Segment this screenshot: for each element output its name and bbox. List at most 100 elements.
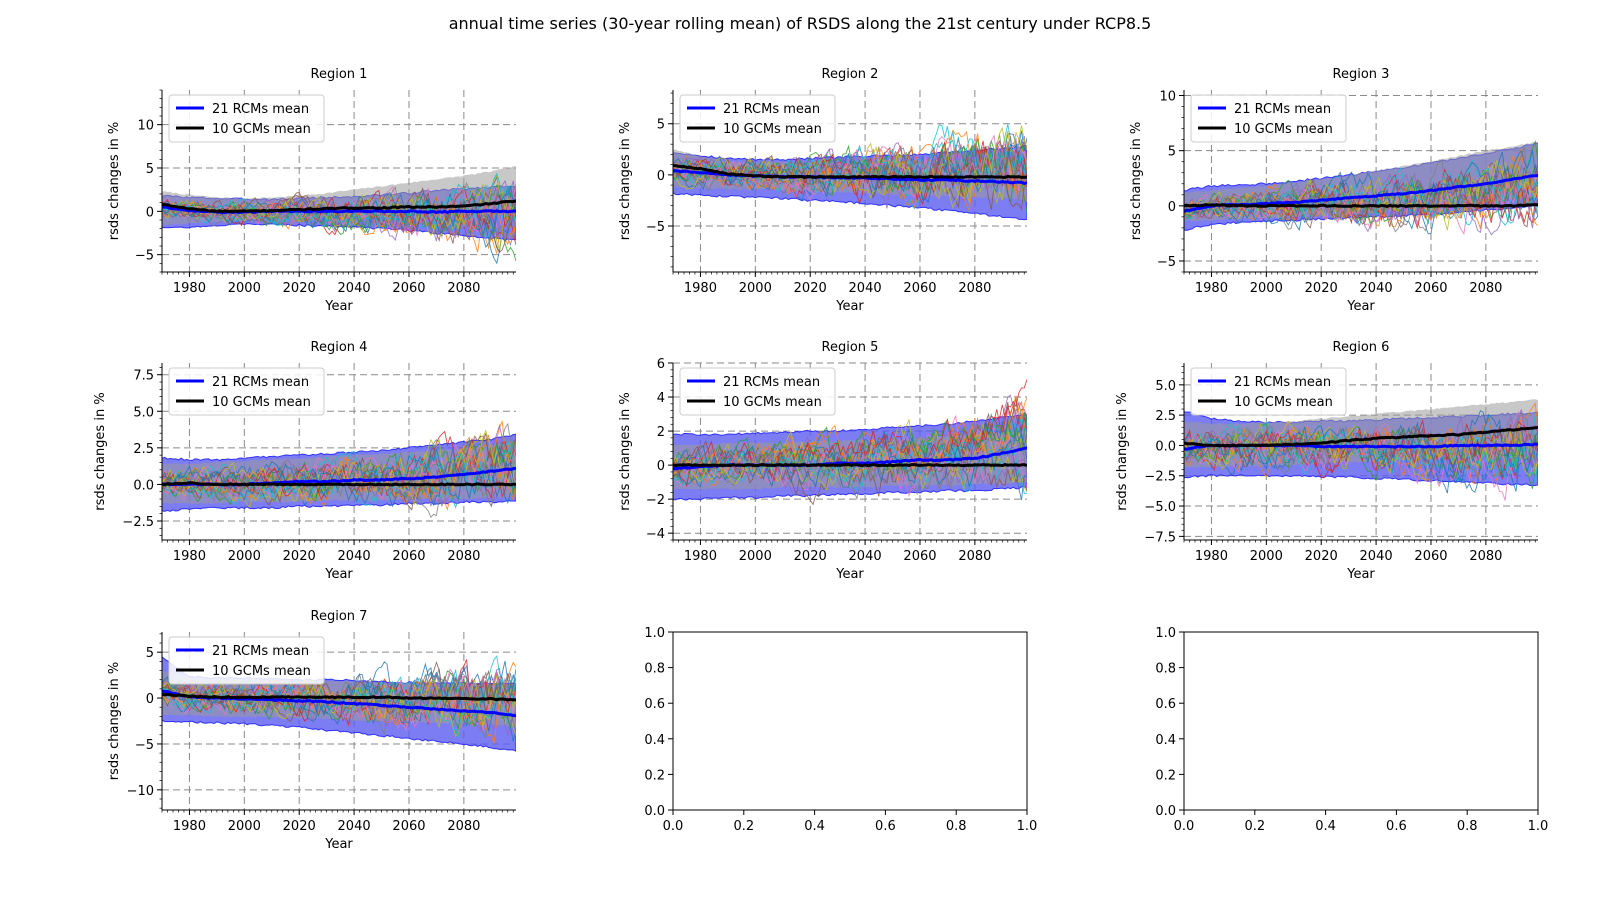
legend-rcm-label: 21 RCMs mean [212,644,309,659]
y-tick-label: 2.5 [133,442,154,457]
x-tick-label: 1980 [173,281,206,296]
gcm-mean-line [673,463,1027,468]
y-tick-label: −5 [646,220,665,235]
plot-area [1184,139,1538,236]
legend-gcm-label: 10 GCMs mean [723,395,822,410]
x-tick-label: 2080 [1469,549,1502,564]
y-tick-label: −5 [135,738,154,753]
x-tick-label: 2000 [739,549,772,564]
y-tick-label: 5.0 [1155,379,1176,394]
member-run-line [673,143,1027,198]
plot-frame [672,631,1028,811]
x-tick-label: 2040 [849,549,882,564]
y-tick-label: 0.2 [1155,768,1176,783]
y-tick-label: −5 [1157,255,1176,270]
member-run-line [162,661,516,718]
member-run-line [673,438,1027,500]
x-tick-label: 2000 [1250,281,1283,296]
plot-area [162,166,516,265]
x-tick-label: 2040 [1360,281,1393,296]
gcm-mean-line [162,481,516,487]
member-run-line [162,172,516,229]
legend-gcm-label: 10 GCMs mean [723,122,822,137]
legend-gcm-label: 10 GCMs mean [212,122,311,137]
legend-box [168,94,325,143]
y-tick-label: 0.0 [1155,804,1176,819]
y-tick-label: 2.5 [1155,409,1176,424]
y-axis-label: rsds changes in % [1129,122,1144,240]
subplot-title: Region 5 [822,340,879,355]
x-tick-label: 0.4 [1315,819,1336,834]
legend-gcm-label: 10 GCMs mean [212,395,311,410]
x-tick-label: 2020 [283,819,316,834]
x-tick-label: 2080 [447,819,480,834]
y-axis-label: rsds changes in % [107,662,122,780]
member-run-line [162,445,516,502]
x-axis-label: Year [835,567,864,582]
x-tick-label: 2080 [1469,281,1502,296]
y-tick-label: 0.6 [644,697,665,712]
legend: 21 RCMs mean 10 GCMs mean [168,636,325,685]
legend-rcm-label: 21 RCMs mean [1234,375,1331,390]
legend-gcm-label: 10 GCMs mean [212,664,311,679]
legend-box [679,94,836,143]
x-tick-label: 2000 [228,549,261,564]
x-tick-label: 1980 [684,549,717,564]
subplot-title: Region 6 [1333,340,1390,355]
x-tick-label: 2040 [338,549,371,564]
member-run-line [673,437,1027,501]
subplot-9: 0.0 0.2 0.4 0.6 0.8 1.0 0.0 0.2 0.4 0.6 0.8 1.0 [1155,626,1548,834]
y-tick-label: 0 [146,692,154,707]
y-tick-label: 6 [657,357,665,372]
y-axis-label: rsds changes in % [93,392,108,510]
plot-area [673,379,1027,506]
member-run-line [1184,412,1538,480]
y-tick-label: −5 [135,249,154,264]
legend-rcm-label: 21 RCMs mean [1234,102,1331,117]
x-tick-label: 2000 [739,281,772,296]
member-run-line [162,444,516,506]
y-tick-label: 5 [146,646,154,661]
figure-title: annual time series (30-year rolling mean… [448,14,1152,33]
x-tick-label: 2000 [1250,549,1283,564]
y-tick-label: 0.8 [644,662,665,677]
legend: 21 RCMs mean 10 GCMs mean [1190,94,1347,143]
x-tick-label: 2000 [228,819,261,834]
x-tick-label: 2040 [1360,549,1393,564]
legend-box [1190,94,1347,143]
x-tick-label: 2020 [794,549,827,564]
y-tick-label: −2.5 [122,515,154,530]
y-tick-label: 10 [137,119,154,134]
y-tick-label: 5 [1168,145,1176,160]
subplot-7: Region 7 1980 2000 2020 2040 2060 2080 −10 −5 0 5 Y… [107,609,516,852]
y-tick-label: −2.5 [1144,470,1176,485]
legend: 21 RCMs mean 10 GCMs mean [1190,367,1347,416]
x-axis-label: Year [324,837,353,852]
y-tick-label: 0.8 [1155,662,1176,677]
legend: 21 RCMs mean 10 GCMs mean [679,94,836,143]
y-tick-label: −2 [646,493,665,508]
x-tick-label: 2020 [283,549,316,564]
x-tick-label: 2060 [392,819,425,834]
gcm-mean-line [162,199,516,214]
member-run-line [162,200,516,247]
x-tick-label: 2080 [447,281,480,296]
member-run-line [162,422,516,497]
x-axis-label: Year [1346,299,1375,314]
subplot-3: Region 3 1980 2000 2020 2040 2060 2080 −5 0 5 10 Ye… [1129,67,1538,314]
x-tick-label: 2020 [794,281,827,296]
member-run-line [162,661,516,732]
member-run-line [1184,402,1538,479]
x-tick-label: 1980 [1195,281,1228,296]
legend-gcm-label: 10 GCMs mean [1234,395,1333,410]
gcm-mean-line [1184,203,1538,208]
y-tick-label: −7.5 [1144,530,1176,545]
y-tick-label: 1.0 [1155,626,1176,641]
plot-area [1184,399,1538,501]
y-tick-label: 0.2 [644,768,665,783]
y-tick-label: 0.0 [133,478,154,493]
x-tick-label: 0.2 [1244,819,1265,834]
subplot-title: Region 4 [311,340,368,355]
x-tick-label: 1980 [684,281,717,296]
legend-gcm-label: 10 GCMs mean [1234,122,1333,137]
